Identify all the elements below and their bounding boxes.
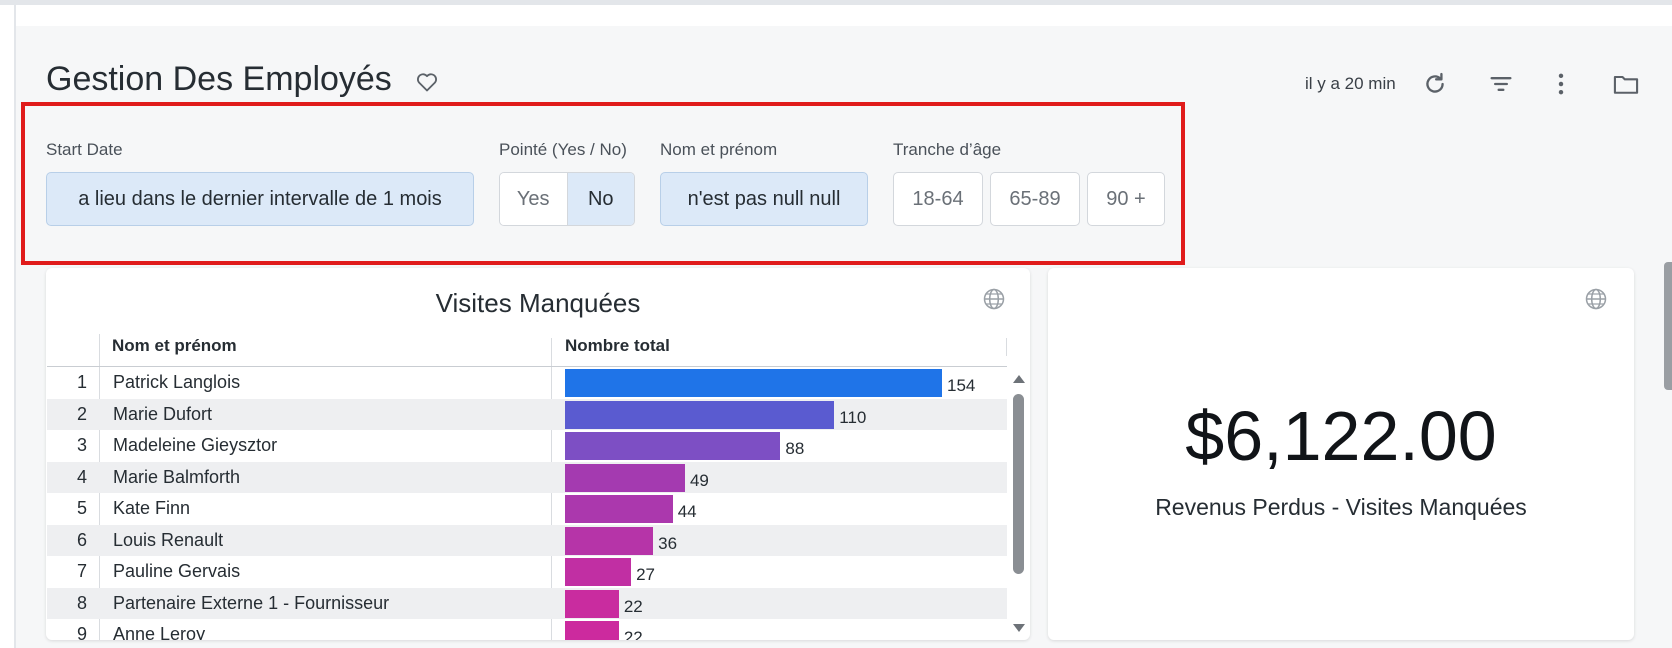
bar-value-label: 36 xyxy=(658,533,678,553)
nom-filter[interactable]: n'est pas null null xyxy=(660,172,868,226)
row-index: 3 xyxy=(76,435,87,455)
row-name: Marie Dufort xyxy=(113,403,213,424)
table-row[interactable]: 3 Madeleine Gieysztor 88 xyxy=(47,430,1007,462)
last-updated-text: il y a 20 min xyxy=(1305,74,1396,93)
table-row[interactable]: 7 Pauline Gervais 27 xyxy=(47,556,1007,588)
row-index: 2 xyxy=(76,403,87,424)
bar-value-label: 154 xyxy=(947,376,976,395)
kpi-value: $6,122.00 xyxy=(1185,397,1497,475)
folder-icon[interactable] xyxy=(1612,70,1640,98)
row-name: Pauline Gervais xyxy=(113,561,241,581)
bar[interactable] xyxy=(565,621,619,640)
bar[interactable] xyxy=(565,463,685,492)
bar[interactable] xyxy=(565,369,942,397)
page-title: Gestion Des Employés xyxy=(46,60,392,98)
bar[interactable] xyxy=(565,495,673,523)
bar[interactable] xyxy=(565,558,632,586)
column-header-name[interactable]: Nom et prénom xyxy=(112,336,237,355)
more-vertical-icon[interactable] xyxy=(1547,70,1575,98)
bar[interactable] xyxy=(565,526,654,555)
filter-icon[interactable] xyxy=(1487,70,1515,98)
pointe-option-yes[interactable]: Yes xyxy=(500,173,568,225)
table-row[interactable]: 9 Anne Leroy 22 xyxy=(47,619,1007,640)
start-date-filter[interactable]: a lieu dans le dernier intervalle de 1 m… xyxy=(46,172,474,226)
table-row[interactable]: 8 Partenaire Externe 1 - Fournisseur 22 xyxy=(47,587,1007,619)
bar-value-label: 27 xyxy=(636,565,656,584)
pointe-toggle: Yes No xyxy=(499,172,635,226)
scroll-thumb[interactable] xyxy=(1013,394,1024,574)
bar[interactable] xyxy=(565,589,619,618)
globe-icon[interactable] xyxy=(982,287,1006,311)
table-row[interactable]: 1 Patrick Langlois 154 xyxy=(47,367,1007,399)
bar-value-label: 88 xyxy=(785,439,805,458)
pointe-option-no[interactable]: No xyxy=(567,173,634,225)
row-index: 6 xyxy=(76,529,87,550)
row-name: Partenaire Externe 1 - Fournisseur xyxy=(113,592,390,613)
row-index: 7 xyxy=(76,561,87,581)
favorite-heart-icon[interactable] xyxy=(414,70,440,94)
table-row[interactable]: 2 Marie Dufort 110 xyxy=(47,398,1007,430)
table-row[interactable]: 6 Louis Renault 36 xyxy=(47,524,1007,556)
pointe-label: Pointé (Yes / No) xyxy=(499,140,627,159)
tranche-option-90-plus[interactable]: 90 + xyxy=(1087,172,1165,226)
visites-title: Visites Manquées xyxy=(435,288,641,318)
row-index: 9 xyxy=(76,624,87,640)
row-index: 4 xyxy=(76,466,87,487)
scroll-down-icon[interactable] xyxy=(1012,623,1026,633)
bar-value-label: 49 xyxy=(689,470,709,490)
table-row[interactable]: 4 Marie Balmforth 49 xyxy=(47,461,1007,493)
row-index: 8 xyxy=(76,592,87,613)
visites-card xyxy=(46,268,1030,640)
bar-value-label: 22 xyxy=(623,596,643,616)
header-divider xyxy=(47,366,1007,367)
bar[interactable] xyxy=(565,432,781,460)
top-border xyxy=(0,0,1672,5)
nom-label: Nom et prénom xyxy=(660,140,778,159)
bar-value-label: 110 xyxy=(839,407,867,427)
start-date-label: Start Date xyxy=(46,140,123,159)
row-name: Madeleine Gieysztor xyxy=(113,435,278,455)
bar-value-label: 44 xyxy=(677,502,697,521)
column-divider xyxy=(1006,338,1007,356)
row-index: 1 xyxy=(76,372,87,392)
row-name: Anne Leroy xyxy=(113,624,206,640)
row-name: Louis Renault xyxy=(113,529,224,550)
kpi-card xyxy=(1048,268,1634,640)
tranche-option-18-64[interactable]: 18-64 xyxy=(893,172,983,226)
row-name: Patrick Langlois xyxy=(113,372,241,392)
page-scrollbar[interactable] xyxy=(1664,262,1672,390)
bar-value-label: 22 xyxy=(623,628,643,640)
refresh-icon[interactable] xyxy=(1421,70,1449,98)
kpi-label: Revenus Perdus - Visites Manquées xyxy=(1155,494,1527,520)
globe-icon[interactable] xyxy=(1584,287,1608,311)
row-index: 5 xyxy=(76,498,87,518)
scroll-up-icon[interactable] xyxy=(1012,374,1026,384)
row-name: Marie Balmforth xyxy=(113,466,241,487)
tranche-label: Tranche d’âge xyxy=(893,140,1002,159)
table-row[interactable]: 5 Kate Finn 44 xyxy=(47,493,1007,525)
column-header-total[interactable]: Nombre total xyxy=(565,336,670,355)
tranche-option-65-89[interactable]: 65-89 xyxy=(990,172,1080,226)
bar[interactable] xyxy=(565,400,835,429)
table-scrollbar[interactable] xyxy=(1008,372,1030,637)
left-border xyxy=(14,5,16,648)
row-name: Kate Finn xyxy=(113,498,191,518)
